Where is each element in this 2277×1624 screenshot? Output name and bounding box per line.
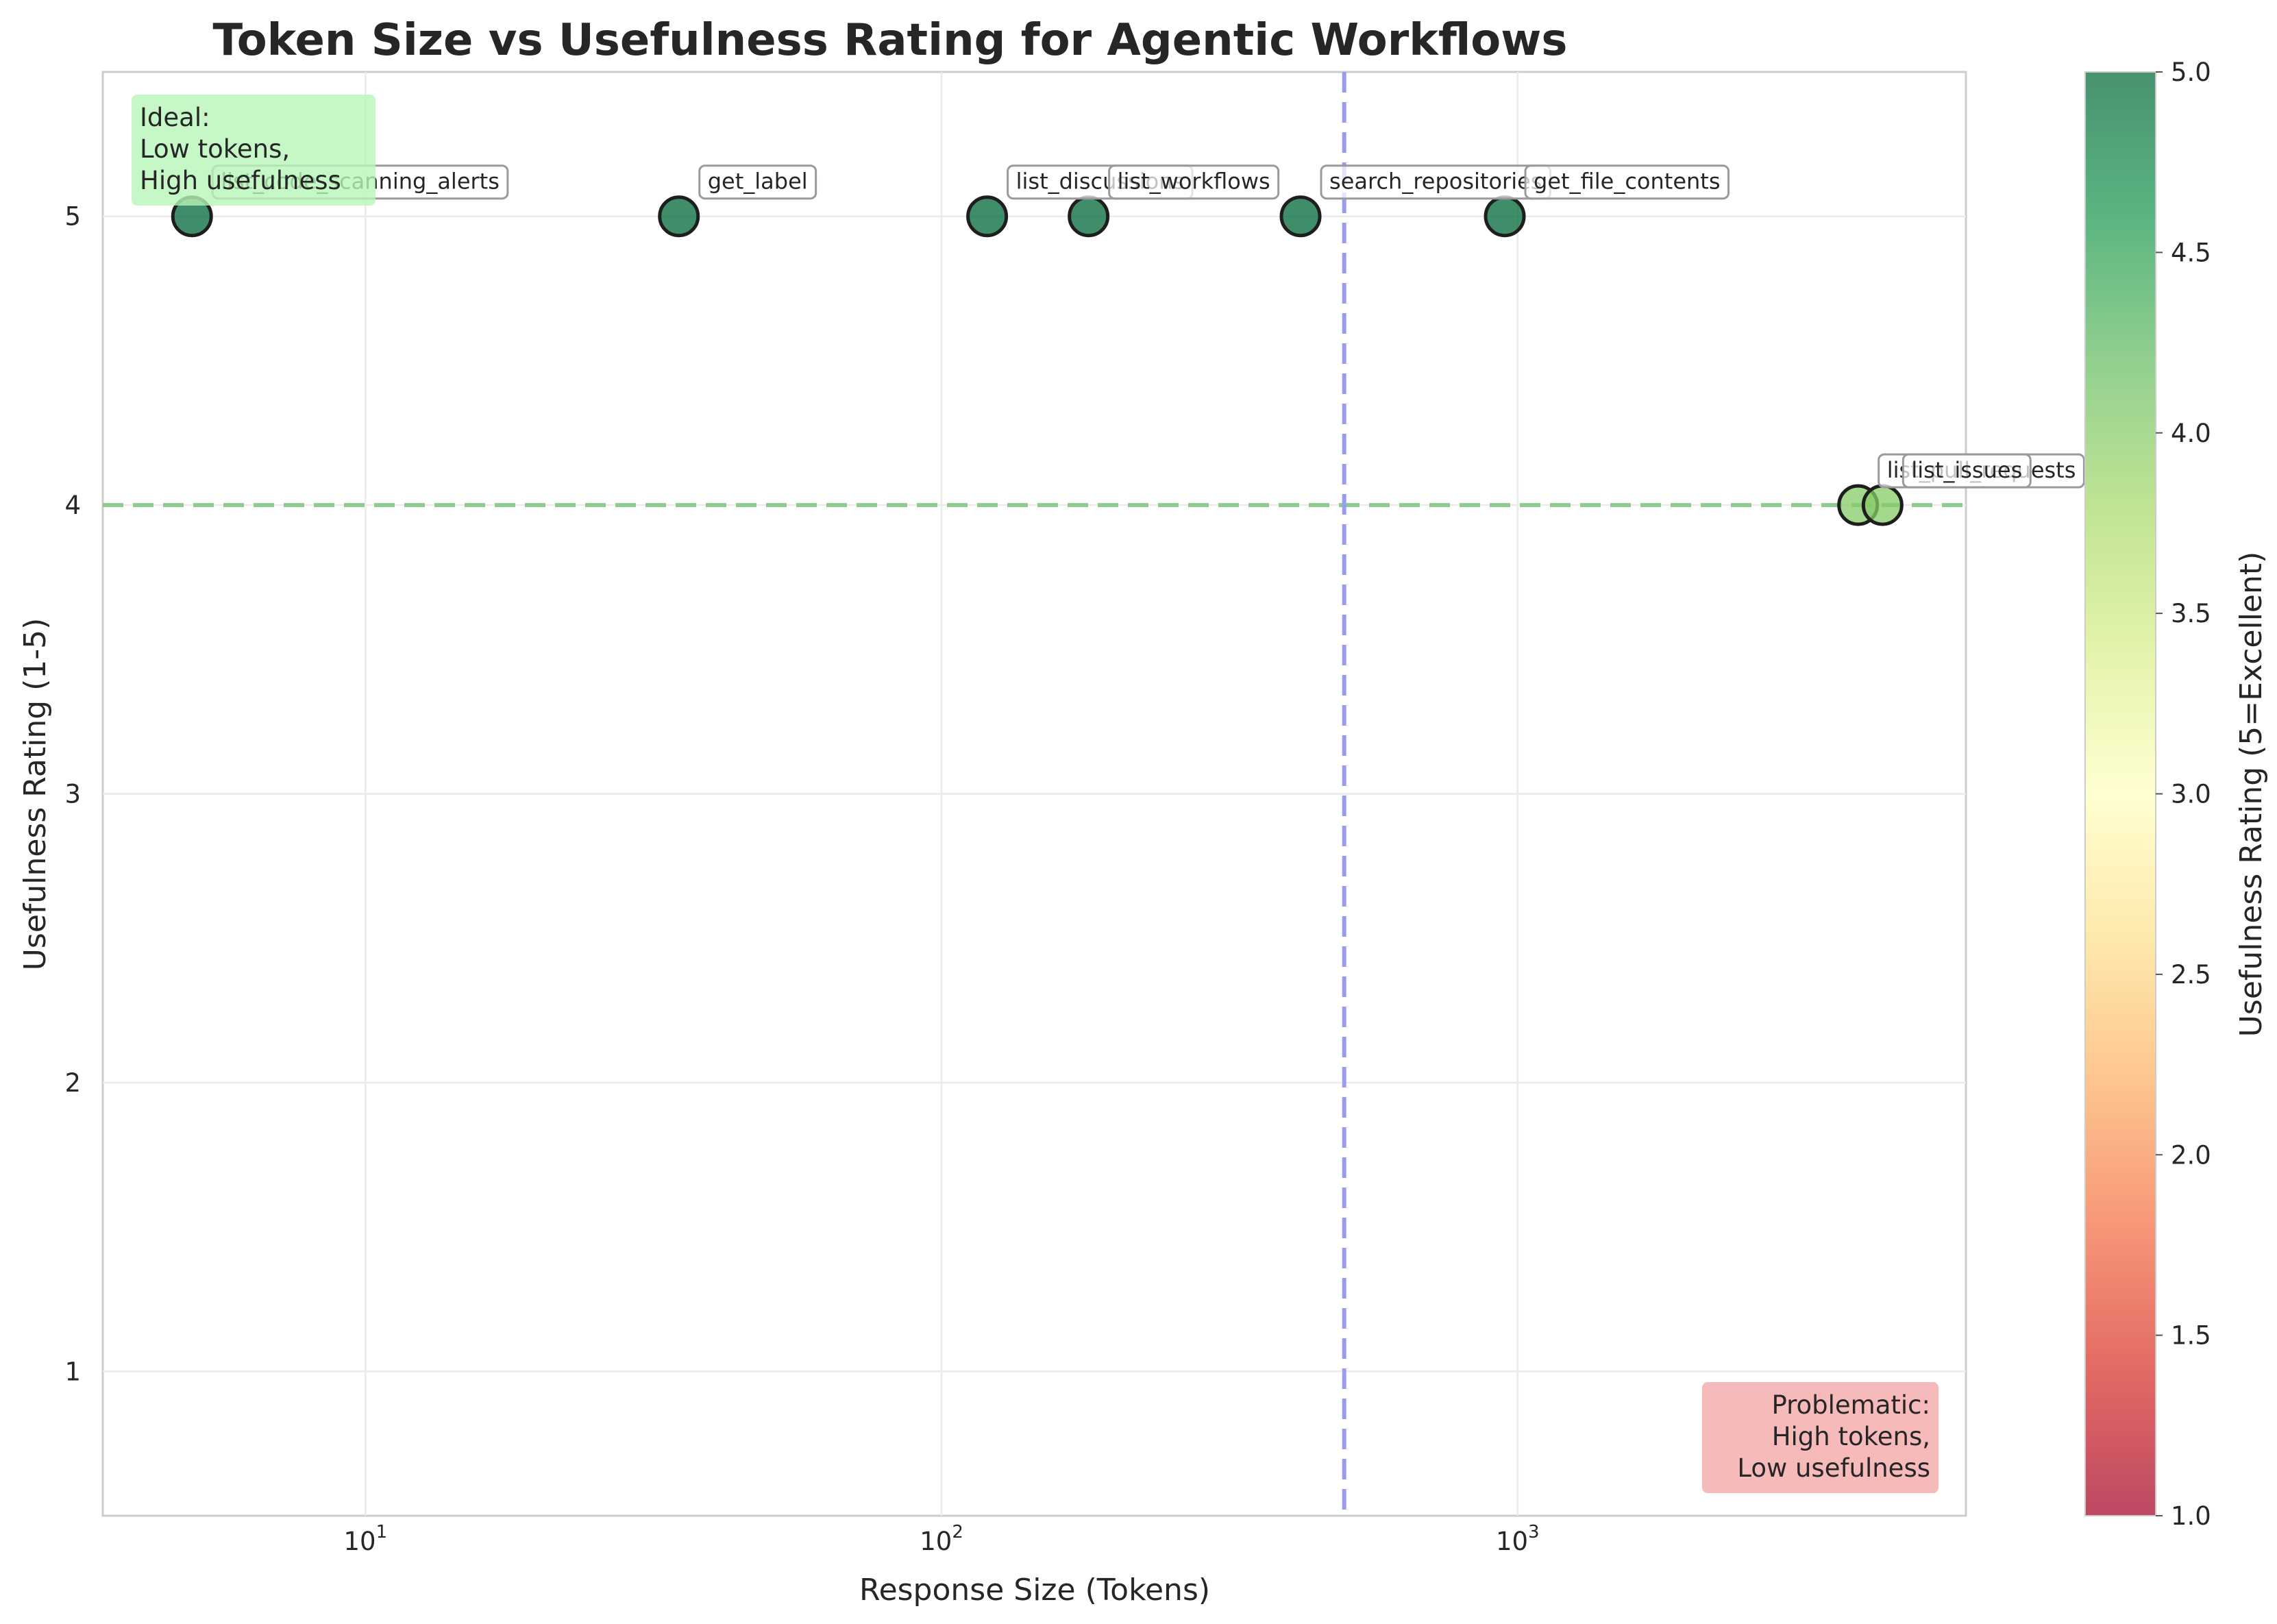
data-point bbox=[658, 195, 700, 238]
point-label-text: get_file_contents bbox=[1534, 169, 1720, 195]
colorbar-tick-label: 3.0 bbox=[2171, 780, 2211, 809]
colorbar-tick-label: 1.0 bbox=[2171, 1501, 2211, 1531]
y-tick-label: 5 bbox=[64, 202, 81, 232]
point-label: search_repositories bbox=[1320, 164, 1551, 200]
chart-title: Token Size vs Usefulness Rating for Agen… bbox=[213, 15, 1568, 66]
point-label: get_label bbox=[698, 164, 817, 200]
annotation-line: High tokens, bbox=[1772, 1422, 1930, 1451]
ideal-annotation: Ideal:Low tokens,High usefulness bbox=[132, 95, 376, 206]
x-tick-label: 103 bbox=[1496, 1522, 1540, 1556]
data-point bbox=[1068, 195, 1110, 238]
colorbar-tick-label: 5.0 bbox=[2171, 58, 2211, 87]
y-axis-ticks: 1 2 3 4 5 bbox=[64, 202, 81, 1387]
annotation-box bbox=[132, 95, 376, 206]
colorbar-gradient bbox=[2084, 71, 2156, 1516]
point-label: list_workflows bbox=[1108, 164, 1280, 200]
y-tick-label: 2 bbox=[64, 1068, 81, 1098]
colorbar-tick-label: 2.5 bbox=[2171, 960, 2211, 989]
label-box bbox=[1901, 453, 2032, 489]
annotation-line: Ideal: bbox=[140, 103, 210, 132]
colorbar-tick-label: 4.0 bbox=[2171, 419, 2211, 448]
label-box bbox=[1524, 164, 1730, 200]
label-box bbox=[698, 164, 817, 200]
colorbar-ticks: 1.0 1.5 2.0 2.5 3.0 3.5 4.0 4.5 5.0 bbox=[2156, 58, 2211, 1531]
colorbar: 1.0 1.5 2.0 2.5 3.0 3.5 4.0 4.5 5.0 Usefulness R… bbox=[2084, 58, 2269, 1531]
colorbar-tick-label: 3.5 bbox=[2171, 599, 2211, 628]
point-label-text: list_workflows bbox=[1118, 169, 1270, 195]
annotation-line: Low usefulness bbox=[1737, 1453, 1930, 1483]
label-box bbox=[1108, 164, 1280, 200]
x-tick-label: 102 bbox=[920, 1522, 963, 1556]
data-point bbox=[1861, 484, 1904, 526]
data-point bbox=[966, 195, 1009, 238]
point-label: list_issues bbox=[1901, 453, 2032, 489]
plot-area: list_code_scanning_alertsget_labellist_d… bbox=[101, 71, 2085, 1517]
point-label: get_file_contents bbox=[1524, 164, 1730, 200]
annotation-box bbox=[1702, 1382, 1938, 1493]
data-point bbox=[1484, 195, 1526, 238]
colorbar-label: Usefulness Rating (5=Excellent) bbox=[2234, 552, 2269, 1037]
problematic-annotation: Problematic:High tokens,Low usefulness bbox=[1702, 1382, 1938, 1493]
point-label-text: search_repositories bbox=[1329, 169, 1542, 195]
y-tick-label: 4 bbox=[64, 491, 81, 520]
x-axis-label: Response Size (Tokens) bbox=[859, 1573, 1210, 1608]
annotation-line: High usefulness bbox=[140, 166, 341, 195]
x-axis-ticks: 101 102 103 bbox=[343, 1522, 1539, 1556]
data-point bbox=[1279, 195, 1322, 238]
annotation-line: Low tokens, bbox=[140, 134, 290, 164]
colorbar-tick-label: 4.5 bbox=[2171, 238, 2211, 267]
colorbar-tick-label: 1.5 bbox=[2171, 1321, 2211, 1351]
scatter-points bbox=[171, 195, 1904, 526]
y-axis-label: Usefulness Rating (1-5) bbox=[18, 618, 53, 971]
annotation-line: Problematic: bbox=[1771, 1390, 1930, 1420]
y-tick-label: 1 bbox=[64, 1357, 81, 1386]
reference-lines bbox=[103, 72, 1966, 1516]
colorbar-tick-label: 2.0 bbox=[2171, 1140, 2211, 1170]
x-tick-label: 101 bbox=[343, 1522, 387, 1556]
point-label-text: get_label bbox=[708, 169, 808, 195]
point-label-text: list_issues bbox=[1911, 457, 2022, 483]
y-tick-label: 3 bbox=[64, 780, 81, 809]
